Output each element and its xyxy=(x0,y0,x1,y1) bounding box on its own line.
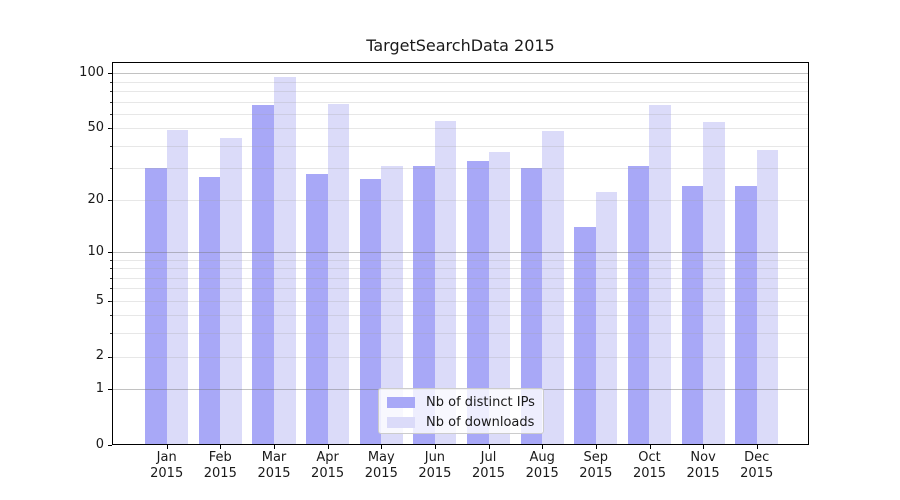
y-tick-label: 20 xyxy=(87,191,104,207)
x-tick-mark xyxy=(703,445,705,449)
x-tick-label: Nov 2015 xyxy=(671,450,735,482)
x-tick-month: Jun xyxy=(424,450,446,465)
x-tick-month: Sep xyxy=(583,450,609,465)
x-tick-mark xyxy=(327,445,329,449)
x-tick-mark xyxy=(542,445,544,449)
x-tick-month: Dec xyxy=(744,450,770,465)
legend-entry-downloads: Nb of downloads xyxy=(379,413,543,433)
x-tick-label: Aug 2015 xyxy=(510,450,574,482)
x-tick-month: Mar xyxy=(261,450,287,465)
y-tick-label: 50 xyxy=(87,120,104,136)
x-tick-year: 2015 xyxy=(257,466,291,481)
x-tick-year: 2015 xyxy=(525,466,559,481)
x-tick-label: May 2015 xyxy=(349,450,413,482)
legend-entry-distinct-ips: Nb of distinct IPs xyxy=(379,393,543,413)
legend-label-downloads: Nb of downloads xyxy=(426,415,535,430)
x-tick-month: Apr xyxy=(316,450,339,465)
x-tick-year: 2015 xyxy=(203,466,237,481)
x-tick-label: Apr 2015 xyxy=(296,450,360,482)
x-tick-year: 2015 xyxy=(632,466,667,481)
plot-border xyxy=(112,62,809,445)
y-tick-label: 5 xyxy=(95,292,104,308)
x-tick-label: Jul 2015 xyxy=(457,450,521,482)
x-tick-month: Feb xyxy=(208,450,232,465)
x-tick-label: Mar 2015 xyxy=(242,450,306,482)
legend: Nb of distinct IPs Nb of downloads xyxy=(378,388,544,434)
x-tick-year: 2015 xyxy=(418,466,452,481)
y-tick-label: 2 xyxy=(95,348,104,364)
x-tick-month: Oct xyxy=(638,450,661,465)
x-tick-month: Jan xyxy=(156,450,177,465)
x-tick-mark xyxy=(274,445,275,449)
y-tick-label: 100 xyxy=(79,65,104,81)
x-tick-month: May xyxy=(367,450,395,465)
y-tick-label: 0 xyxy=(95,437,104,452)
legend-swatch-distinct-ips xyxy=(387,397,415,408)
x-tick-label: Sep 2015 xyxy=(564,450,628,482)
x-tick-month: Aug xyxy=(529,450,555,465)
chart-title: TargetSearchData 2015 xyxy=(366,36,555,55)
y-tick-mark xyxy=(108,445,112,446)
x-tick-month: Jul xyxy=(480,450,497,465)
legend-swatch-downloads xyxy=(387,417,415,428)
x-tick-year: 2015 xyxy=(150,466,184,481)
y-tick-label: 10 xyxy=(87,243,104,259)
x-tick-mark xyxy=(488,445,490,449)
x-tick-mark xyxy=(756,445,758,449)
y-tick-label: 1 xyxy=(95,381,104,397)
x-tick-label: Jun 2015 xyxy=(403,450,467,482)
x-tick-year: 2015 xyxy=(471,466,506,481)
legend-label-distinct-ips: Nb of distinct IPs xyxy=(426,395,535,410)
x-tick-year: 2015 xyxy=(364,466,398,481)
x-tick-year: 2015 xyxy=(311,466,345,481)
x-tick-mark xyxy=(434,445,436,449)
x-tick-mark xyxy=(381,445,383,449)
x-tick-month: Nov xyxy=(690,450,716,465)
x-tick-mark xyxy=(220,445,222,449)
x-tick-mark xyxy=(595,445,597,449)
x-tick-label: Feb 2015 xyxy=(188,450,252,482)
x-tick-label: Jan 2015 xyxy=(135,450,199,482)
x-tick-year: 2015 xyxy=(740,466,774,481)
x-tick-mark xyxy=(649,445,651,449)
x-tick-label: Dec 2015 xyxy=(725,450,789,482)
x-tick-mark xyxy=(166,445,168,449)
x-tick-year: 2015 xyxy=(579,466,613,481)
x-tick-label: Oct 2015 xyxy=(618,450,682,482)
x-tick-year: 2015 xyxy=(686,466,720,481)
